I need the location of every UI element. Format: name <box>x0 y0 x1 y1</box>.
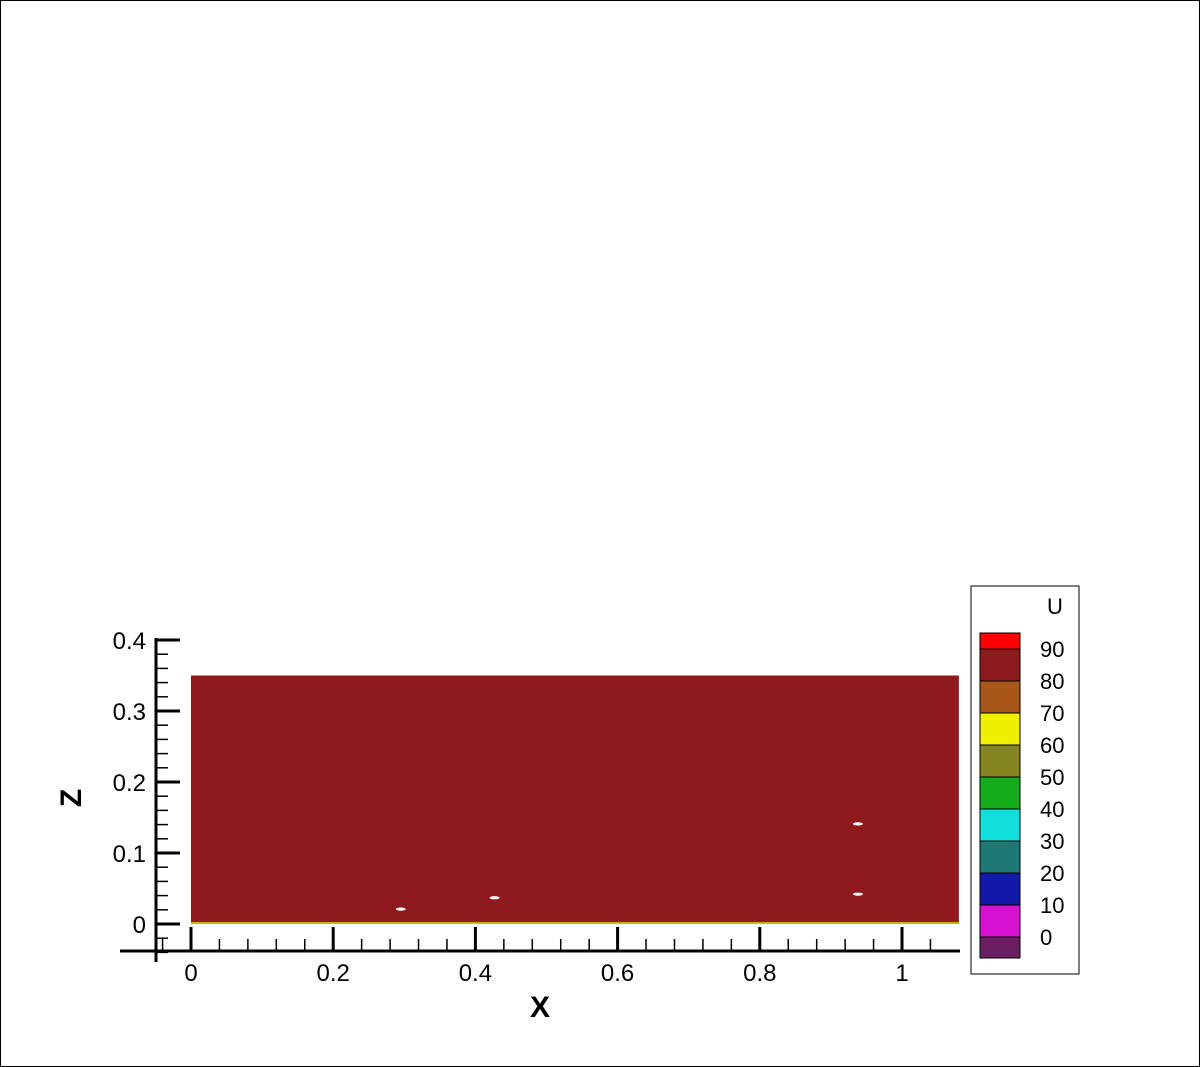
field-spot <box>395 907 406 911</box>
legend-label: 20 <box>1040 861 1064 886</box>
z-tick-label: 0.4 <box>113 628 146 655</box>
x-tick-label: 0.8 <box>743 960 776 987</box>
legend-swatch <box>979 936 1021 959</box>
legend-label: 70 <box>1040 701 1064 726</box>
bottom-contour-strip <box>191 922 959 924</box>
legend-label: 50 <box>1040 765 1064 790</box>
z-tick-label: 0.3 <box>113 699 146 726</box>
legend-swatch <box>979 744 1021 778</box>
z-tick-label: 0.2 <box>113 770 146 797</box>
axes-layer: 0 0.2 0.4 0.6 0.8 1 0 0.1 0.2 0.3 0.4 X Z <box>55 628 960 1024</box>
z-tick-label: 0 <box>133 912 146 939</box>
z-axis-title: Z <box>55 789 88 807</box>
x-tick-label: 0.2 <box>317 960 350 987</box>
x-axis-title: X <box>530 991 550 1024</box>
legend-swatch <box>979 648 1021 682</box>
legend-label: 80 <box>1040 669 1064 694</box>
z-tick-label: 0.1 <box>113 841 146 868</box>
x-tick-label: 1 <box>895 960 908 987</box>
legend-swatch <box>979 808 1021 842</box>
field-spot <box>852 892 863 896</box>
legend-label: 40 <box>1040 797 1064 822</box>
legend-swatch <box>979 776 1021 810</box>
x-tick-label: 0.4 <box>459 960 492 987</box>
field-layer <box>191 675 959 924</box>
legend-swatch <box>979 632 1021 650</box>
legend-swatch <box>979 904 1021 938</box>
x-tick-label: 0 <box>184 960 197 987</box>
x-tick-label: 0.6 <box>601 960 634 987</box>
legend-label: 30 <box>1040 829 1064 854</box>
field-spot <box>489 896 500 900</box>
legend-label: 10 <box>1040 893 1064 918</box>
field-spot <box>852 822 863 826</box>
legend-swatch <box>979 840 1021 874</box>
legend-label: 0 <box>1040 925 1052 950</box>
legend-title: U <box>1047 594 1063 619</box>
legend-swatch <box>979 680 1021 714</box>
legend: U 90 80 70 60 50 40 30 20 10 0 <box>970 585 1080 975</box>
legend-swatch <box>979 712 1021 746</box>
contour-field <box>191 675 959 924</box>
legend-label: 60 <box>1040 733 1064 758</box>
legend-label: 90 <box>1040 637 1064 662</box>
legend-swatch <box>979 872 1021 906</box>
